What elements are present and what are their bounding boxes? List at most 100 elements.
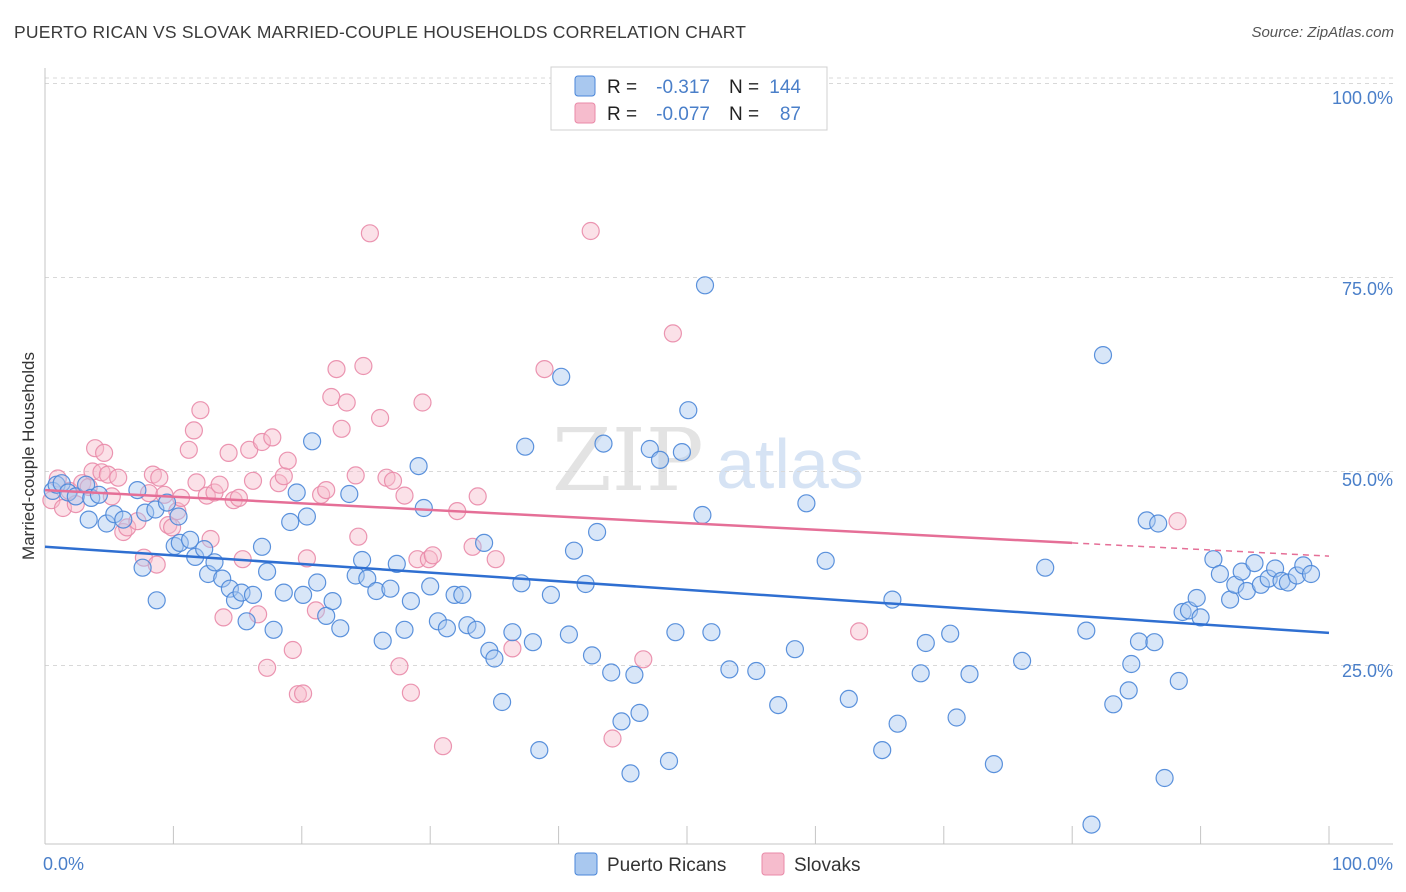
- point-pink-41: [243, 471, 263, 490]
- point-pink-66: [383, 471, 403, 490]
- point-blue-110: [984, 754, 1004, 774]
- point-blue-35: [274, 583, 293, 602]
- point-blue-30: [237, 612, 256, 631]
- point-blue-80: [594, 434, 613, 453]
- point-blue-58: [428, 612, 447, 631]
- point-blue-143: [1301, 564, 1321, 584]
- point-blue-127: [1187, 588, 1206, 608]
- point-blue-124: [1169, 671, 1188, 691]
- point-blue-62: [458, 616, 477, 635]
- point-blue-96: [747, 661, 766, 681]
- point-blue-20: [170, 533, 189, 553]
- point-blue-113: [1077, 621, 1096, 640]
- point-blue-55: [409, 457, 428, 476]
- point-blue-140: [1278, 573, 1298, 592]
- point-blue-122: [1149, 514, 1168, 533]
- point-blue-111: [1012, 651, 1032, 671]
- point-blue-31: [243, 585, 263, 605]
- point-blue-74: [552, 367, 571, 386]
- point-pink-57: [327, 360, 346, 379]
- point-blue-91: [679, 401, 698, 420]
- point-blue-41: [308, 573, 327, 592]
- point-blue-25: [205, 553, 224, 572]
- point-blue-50: [373, 631, 392, 650]
- point-pink-67: [390, 657, 409, 676]
- point-pink-13: [109, 468, 128, 487]
- point-blue-120: [1137, 511, 1156, 530]
- point-blue-48: [358, 569, 377, 588]
- point-blue-128: [1191, 608, 1210, 627]
- point-pink-28: [184, 421, 203, 440]
- point-blue-133: [1232, 562, 1251, 581]
- legend-n-label-blue: N =: [729, 77, 759, 98]
- point-blue-81: [602, 663, 621, 682]
- point-blue-54: [401, 591, 420, 611]
- point-pink-77: [468, 487, 487, 506]
- point-pink-82: [603, 729, 622, 748]
- point-blue-11: [114, 510, 133, 529]
- point-blue-95: [720, 660, 739, 679]
- point-pink-71: [413, 393, 432, 412]
- y-tick-label-100: 100.0%: [1332, 88, 1393, 108]
- point-blue-66: [485, 649, 504, 668]
- point-pink-32: [201, 529, 220, 549]
- point-blue-67: [493, 692, 512, 712]
- point-blue-106: [916, 633, 935, 653]
- point-pink-45: [263, 428, 282, 447]
- legend-n-value-pink: 87: [780, 104, 801, 125]
- point-blue-51: [381, 579, 400, 598]
- point-pink-49: [283, 640, 302, 660]
- point-blue-17: [133, 558, 152, 577]
- point-blue-90: [672, 443, 692, 462]
- point-blue-101: [839, 689, 858, 709]
- point-blue-100: [816, 551, 835, 570]
- point-blue-88: [659, 751, 679, 771]
- point-blue-32: [252, 537, 272, 556]
- point-blue-8: [79, 510, 98, 529]
- point-blue-40: [303, 432, 322, 451]
- point-blue-43: [323, 591, 342, 611]
- trend-line-pink: [44, 488, 1073, 545]
- point-pink-81: [581, 221, 600, 241]
- point-blue-53: [395, 620, 414, 639]
- point-blue-118: [1122, 654, 1141, 674]
- point-blue-47: [353, 550, 372, 570]
- point-pink-42: [249, 605, 268, 624]
- point-pink-51: [294, 684, 313, 703]
- point-blue-125: [1173, 602, 1192, 622]
- point-blue-109: [960, 664, 979, 684]
- point-pink-59: [337, 393, 356, 412]
- point-pink-84: [663, 324, 683, 343]
- point-blue-72: [530, 740, 549, 760]
- x-tick-label-100: 100.0%: [1332, 854, 1393, 874]
- point-blue-60: [445, 585, 464, 605]
- point-pink-35: [214, 608, 233, 627]
- point-blue-82: [612, 712, 631, 731]
- y-axis-title: Married-couple Households: [19, 352, 38, 560]
- series-slovaks-points: [42, 221, 1187, 756]
- point-blue-93: [695, 276, 715, 295]
- point-blue-57: [421, 577, 440, 596]
- point-blue-78: [582, 646, 602, 665]
- point-blue-18: [147, 591, 166, 610]
- point-blue-56: [414, 498, 433, 518]
- legend-swatch-pink: [574, 102, 596, 124]
- point-blue-130: [1210, 564, 1230, 584]
- y-tick-label-75: 75.0%: [1342, 279, 1393, 299]
- point-pink-11: [98, 465, 118, 484]
- point-blue-13: [136, 503, 155, 522]
- point-blue-119: [1129, 632, 1149, 651]
- point-pink-80: [535, 360, 554, 379]
- point-blue-7: [89, 485, 109, 504]
- point-blue-103: [883, 590, 902, 609]
- point-blue-108: [947, 708, 966, 727]
- point-pink-55: [317, 481, 336, 500]
- watermark-zip: ZIP: [552, 411, 704, 511]
- point-pink-44: [258, 658, 277, 677]
- point-blue-36: [281, 512, 300, 532]
- point-pink-18: [139, 484, 159, 503]
- legend-r-label-pink: R =: [607, 104, 637, 125]
- point-blue-116: [1104, 695, 1123, 714]
- legend-swatch-blue: [574, 75, 596, 97]
